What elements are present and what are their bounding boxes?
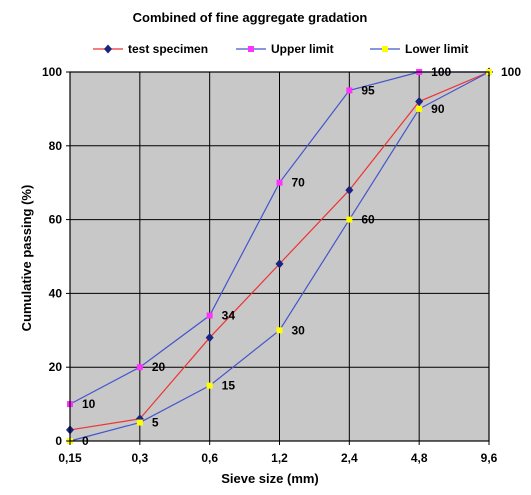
data-label: 5 — [152, 416, 159, 430]
x-axis-label: Sieve size (mm) — [221, 471, 319, 486]
data-point-marker — [346, 87, 353, 94]
y-tick-label: 100 — [42, 65, 62, 79]
data-point-marker — [276, 327, 283, 334]
data-point-marker — [415, 97, 424, 107]
data-label: 95 — [361, 83, 375, 97]
y-axis-label: Cumulative passing (%) — [19, 185, 34, 332]
legend-label: Lower limit — [405, 42, 468, 56]
legend: test specimen Upper limit Lower limit — [93, 42, 468, 56]
data-label: 20 — [152, 360, 166, 374]
x-tick-label: 4,8 — [411, 451, 428, 465]
legend-label: Upper limit — [271, 42, 334, 56]
legend-item: Upper limit — [236, 42, 334, 56]
data-point-marker — [206, 382, 213, 389]
y-tick-label: 0 — [55, 434, 62, 448]
legend-label: test specimen — [128, 42, 208, 56]
x-tick-label: 0,6 — [201, 451, 218, 465]
x-tick-label: 2,4 — [341, 451, 358, 465]
x-tick-label: 0,3 — [131, 451, 148, 465]
data-point-marker — [276, 179, 283, 186]
data-point-marker — [275, 259, 284, 269]
y-tick-label: 40 — [49, 286, 63, 300]
data-point-marker — [104, 44, 112, 54]
data-point-marker — [206, 312, 213, 319]
data-point-marker — [346, 216, 353, 223]
x-tick-label: 1,2 — [271, 451, 288, 465]
x-tick-label: 0,15 — [58, 451, 82, 465]
chart-title: Combined of fine aggregate gradation — [133, 10, 368, 25]
data-point-marker — [248, 46, 254, 52]
data-point-marker — [136, 364, 143, 371]
data-label: 70 — [292, 176, 306, 190]
y-tick-label: 60 — [49, 213, 63, 227]
data-point-marker — [345, 185, 354, 195]
y-tick-label: 80 — [49, 139, 63, 153]
legend-item: test specimen — [93, 42, 208, 56]
data-label: 10 — [82, 397, 96, 411]
data-label: 30 — [292, 323, 306, 337]
axes: 0 20 40 60 80 100 0,15 0,3 0,6 1,2 2,4 4,8 9,6 — [42, 65, 498, 465]
y-tick-label: 20 — [49, 360, 63, 374]
legend-item: Lower limit — [370, 42, 468, 56]
data-point-marker — [136, 419, 143, 426]
data-label: 90 — [431, 102, 445, 116]
x-tick-label: 9,6 — [481, 451, 498, 465]
data-label: 34 — [222, 309, 236, 323]
data-label: 15 — [222, 379, 236, 393]
data-label: 60 — [361, 213, 375, 227]
data-label: 100 — [501, 65, 521, 79]
data-point-marker — [382, 46, 388, 52]
data-point-marker — [416, 105, 423, 112]
data-point-marker — [205, 333, 214, 343]
